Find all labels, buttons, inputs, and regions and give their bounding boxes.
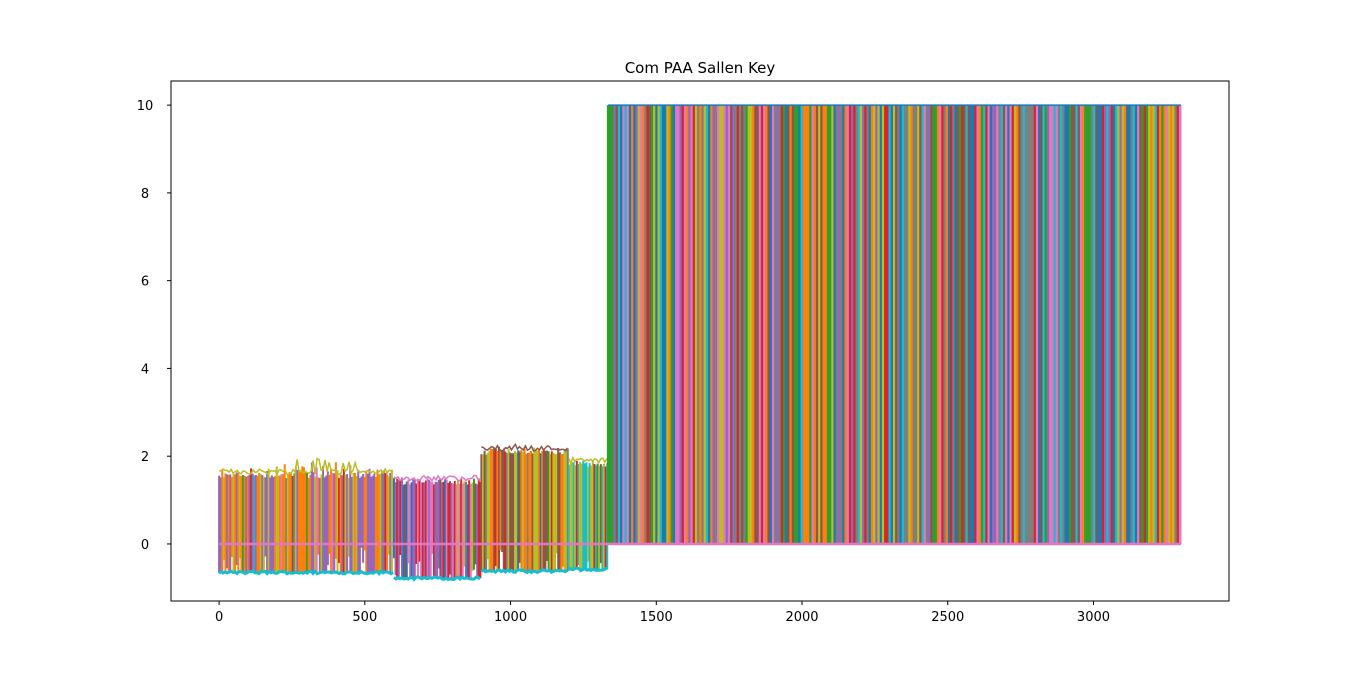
plot-area	[218, 104, 1182, 582]
y-tick-label: 6	[141, 275, 149, 290]
signal-floor	[567, 566, 608, 573]
y-tick-label: 4	[141, 362, 149, 377]
series-segment-1	[218, 457, 395, 576]
x-tick-label: 3000	[1077, 610, 1110, 625]
axes-frame	[170, 80, 1230, 602]
y-tick-label: 2	[141, 450, 149, 465]
y-tick-label: 0	[141, 538, 149, 553]
signal-ceiling	[219, 457, 394, 476]
y-tick-label: 10	[137, 99, 154, 114]
series-segment-2	[392, 474, 482, 582]
signal-floor	[480, 567, 569, 575]
signal-ceiling	[393, 474, 481, 482]
signal-floor	[218, 569, 394, 576]
x-tick-label: 500	[352, 610, 377, 625]
signal-ceiling	[568, 455, 608, 466]
series-segment-3	[480, 442, 569, 575]
y-axis: 0 2 4 6 8 10	[137, 99, 171, 553]
y-tick-label: 8	[141, 187, 149, 202]
series-segment-4	[567, 455, 609, 573]
series-segment-5	[606, 104, 1182, 544]
signal-ceiling	[481, 442, 569, 452]
x-tick-label: 2500	[931, 610, 964, 625]
x-axis: 0 500 1000 1500 2000 2500 3000	[215, 601, 1110, 625]
signal-floor	[393, 575, 482, 582]
x-tick-label: 1000	[494, 610, 527, 625]
chart-title: Com PAA Sallen Key	[625, 59, 776, 77]
x-tick-label: 2000	[785, 610, 818, 625]
x-tick-label: 0	[215, 610, 223, 625]
x-tick-label: 1500	[640, 610, 673, 625]
